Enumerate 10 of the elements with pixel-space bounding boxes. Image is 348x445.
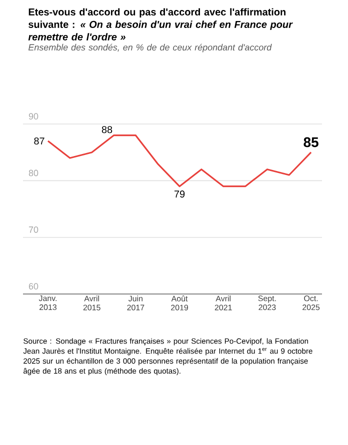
y-tick-label: 70 (28, 226, 38, 233)
data-label: 87 (34, 137, 44, 145)
data-label: 79 (174, 190, 185, 198)
y-tick-label: 80 (28, 170, 38, 176)
y-tick-label: 60 (28, 283, 38, 290)
data-label: 88 (102, 126, 112, 134)
chart-title: Etes-vous d'accord ou pas d'accord avec l'affirmation suivante : « On a besoin d'un vrai chef en France pour remettre de l'ordre » (28, 8, 293, 40)
y-tick-label: 90 (28, 113, 38, 120)
data-label: 85 (304, 137, 318, 148)
chart-subtitle: Ensemble des sondés, en % de de ceux répondant d'accord (28, 44, 272, 52)
